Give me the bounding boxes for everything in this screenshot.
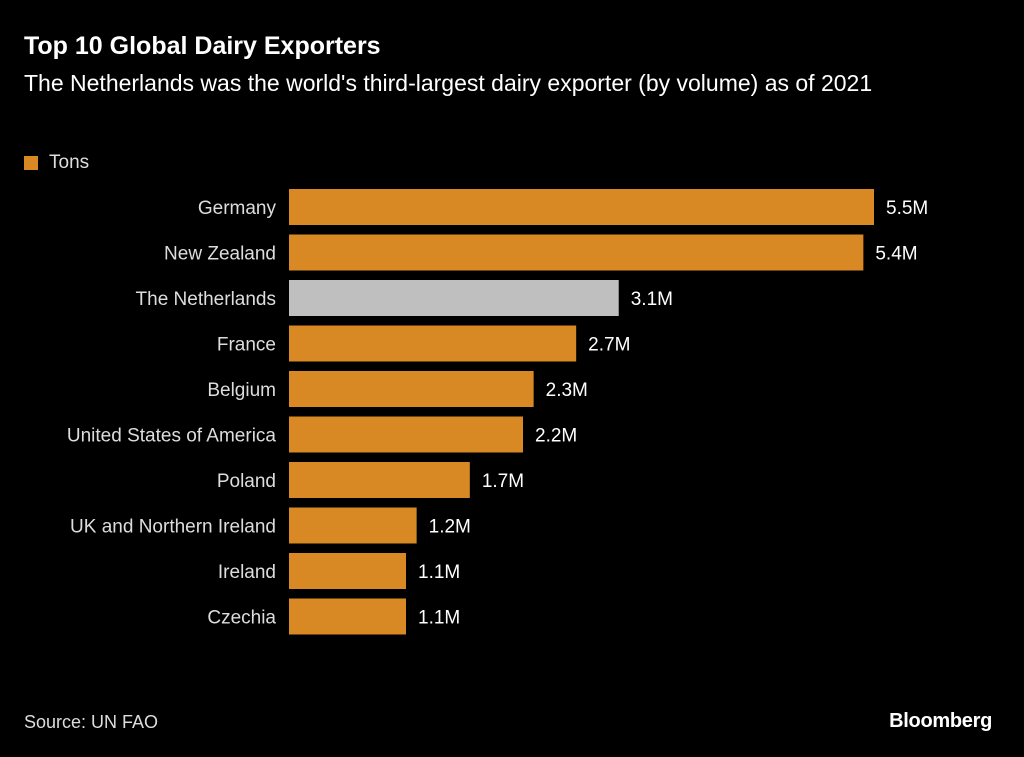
value-label: 1.1M	[418, 562, 460, 583]
category-label: Ireland	[218, 562, 276, 583]
legend-label: Tons	[49, 152, 90, 173]
value-label: 2.7M	[588, 335, 630, 356]
value-label: 3.1M	[631, 289, 673, 310]
bar-new-zealand	[289, 234, 864, 271]
category-label: Belgium	[207, 380, 276, 401]
category-label: Czechia	[207, 608, 276, 629]
value-label: 1.1M	[418, 608, 460, 629]
category-label: The Netherlands	[136, 289, 276, 310]
legend-swatch	[24, 156, 38, 170]
bar-france	[289, 325, 577, 362]
bar-united-states-of-america	[289, 416, 523, 453]
value-label: 1.7M	[482, 471, 524, 492]
category-label: Germany	[198, 198, 277, 219]
bloomberg-logo: Bloomberg	[889, 710, 992, 732]
bar-belgium	[289, 371, 534, 407]
category-label: Poland	[217, 471, 276, 492]
bar-germany	[289, 189, 874, 225]
bar-ireland	[289, 553, 406, 589]
legend: Tons	[24, 152, 89, 174]
value-label: 5.5M	[886, 198, 928, 219]
chart-title: Top 10 Global Dairy Exporters	[24, 32, 381, 60]
value-label: 2.2M	[535, 426, 577, 447]
category-label: UK and Northern Ireland	[70, 517, 276, 538]
source-note: Source: UN FAO	[24, 712, 159, 732]
category-label: New Zealand	[164, 244, 276, 265]
value-label: 2.3M	[546, 380, 588, 401]
bar-czechia	[289, 598, 406, 635]
bar-uk-and-northern-ireland	[289, 507, 417, 544]
value-label: 1.2M	[429, 517, 471, 538]
value-label: 5.4M	[875, 244, 917, 265]
chart-subtitle: The Netherlands was the world's third-la…	[24, 70, 873, 96]
bar-poland	[289, 462, 470, 498]
category-label: United States of America	[67, 426, 277, 447]
category-label: France	[217, 335, 276, 356]
bar-the-netherlands	[289, 280, 619, 316]
